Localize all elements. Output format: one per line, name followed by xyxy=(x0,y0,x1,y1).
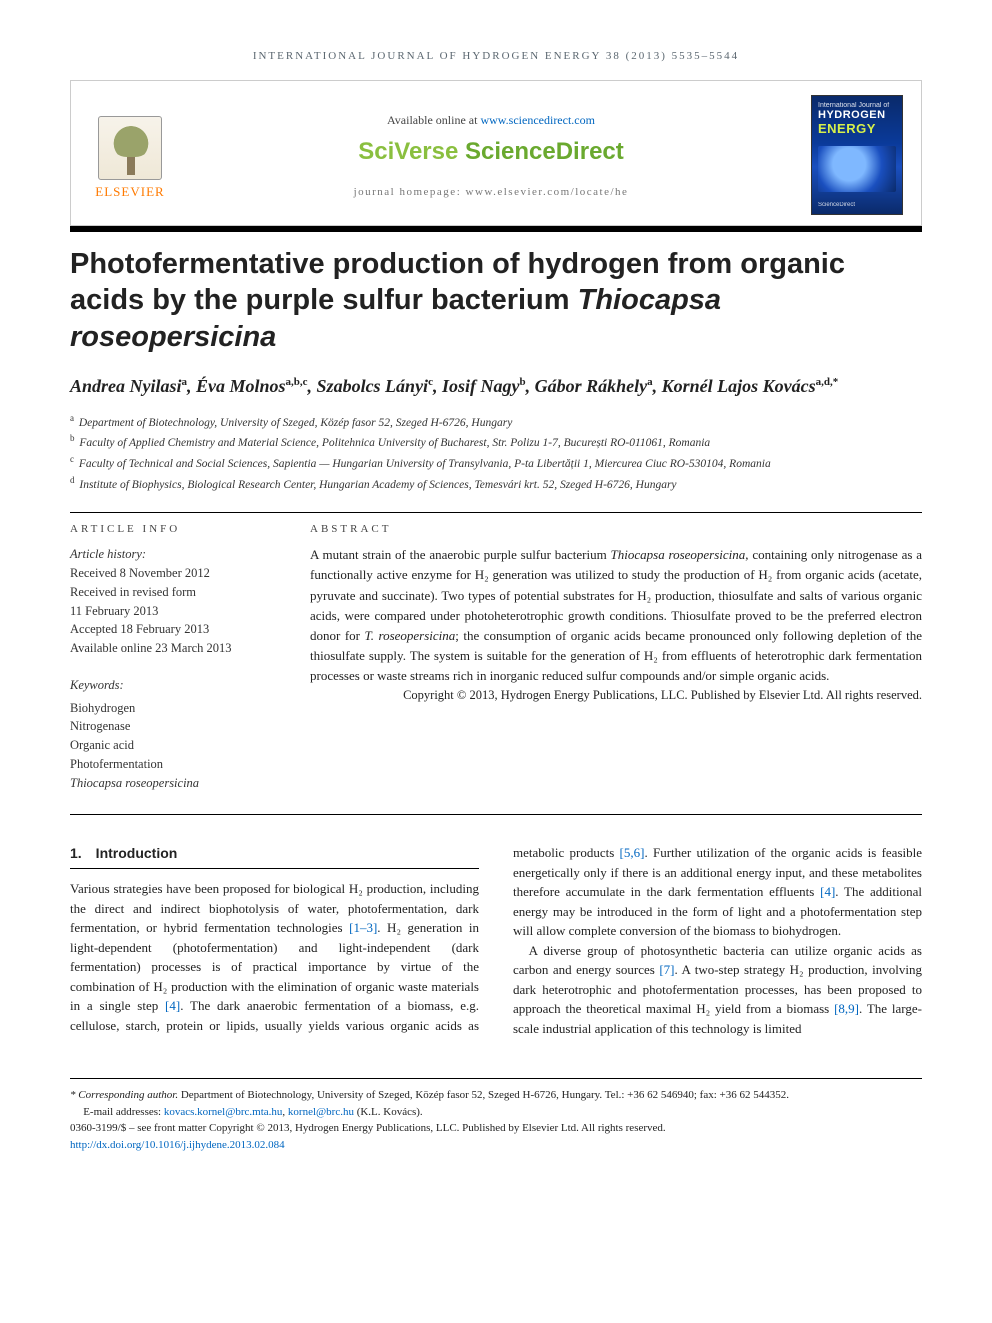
journal-cover-thumbnail: International Journal of HYDROGEN ENERGY… xyxy=(811,95,903,215)
affiliations: a Department of Biotechnology, Universit… xyxy=(70,412,922,495)
email-link-2[interactable]: kornel@brc.hu xyxy=(288,1106,354,1118)
email-line: E-mail addresses: kovacs.kornel@brc.mta.… xyxy=(70,1104,922,1121)
sciverse-word: SciVerse xyxy=(358,138,465,165)
homepage-label: journal homepage: xyxy=(354,186,466,198)
abs-species1: Thiocapsa roseopersicina xyxy=(611,547,746,562)
author-list: Andrea Nyilasia, Éva Molnosa,b,c, Szabol… xyxy=(70,373,922,400)
abstract-text: A mutant strain of the anaerobic purple … xyxy=(310,545,922,686)
cover-title-line1: HYDROGEN xyxy=(818,109,896,121)
abstract-copyright: Copyright © 2013, Hydrogen Energy Public… xyxy=(310,688,922,703)
article-info-head: ARTICLE INFO xyxy=(70,523,276,535)
corr-text: Department of Biotechnology, University … xyxy=(178,1089,789,1101)
meta-rule-bottom xyxy=(70,814,922,815)
ref-link[interactable]: [8,9] xyxy=(834,1001,859,1016)
corresponding-author-note: * Corresponding author. Department of Bi… xyxy=(70,1087,922,1104)
keyword: Organic acid xyxy=(70,736,276,755)
ref-link[interactable]: [7] xyxy=(659,962,674,977)
history-line: Available online 23 March 2013 xyxy=(70,639,276,658)
meta-row: ARTICLE INFO Article history: Received 8… xyxy=(70,523,922,792)
journal-header: ELSEVIER Available online at www.science… xyxy=(70,80,922,226)
abs-species2: T. roseopersicina xyxy=(364,628,455,643)
homepage-url: www.elsevier.com/locate/he xyxy=(466,186,629,198)
abs-p1a: A mutant strain of the anaerobic purple … xyxy=(310,547,611,562)
keywords-block: Keywords: BiohydrogenNitrogenaseOrganic … xyxy=(70,676,276,793)
ref-link[interactable]: [5,6] xyxy=(620,845,645,860)
keyword: Photofermentation xyxy=(70,755,276,774)
keyword-species: Thiocapsa roseopersicina xyxy=(70,774,276,793)
cover-title-line2: ENERGY xyxy=(818,121,896,136)
ref-link[interactable]: [4] xyxy=(165,998,180,1013)
history-line: 11 February 2013 xyxy=(70,602,276,621)
ref-link[interactable]: [4] xyxy=(820,884,835,899)
running-head: INTERNATIONAL JOURNAL OF HYDROGEN ENERGY… xyxy=(70,50,922,62)
title-text: Photofermentative production of hydrogen… xyxy=(70,248,845,316)
cover-supertitle: International Journal of xyxy=(818,102,896,109)
footnotes: * Corresponding author. Department of Bi… xyxy=(70,1078,922,1153)
title-rule xyxy=(70,226,922,232)
body-two-column: 1. Introduction Various strategies have … xyxy=(70,843,922,1038)
sciencedirect-link[interactable]: www.sciencedirect.com xyxy=(480,113,595,127)
elsevier-tree-icon xyxy=(98,116,162,180)
abstract-column: ABSTRACT A mutant strain of the anaerobi… xyxy=(310,523,922,792)
affiliation-line: c Faculty of Technical and Social Scienc… xyxy=(70,453,922,474)
journal-homepage-line: journal homepage: www.elsevier.com/locat… xyxy=(189,186,793,198)
section-heading-intro: 1. Introduction xyxy=(70,843,479,869)
intro-para-2: A diverse group of photosynthetic bacter… xyxy=(513,941,922,1039)
elsevier-logo: ELSEVIER xyxy=(89,110,171,200)
doi-link[interactable]: http://dx.doi.org/10.1016/j.ijhydene.201… xyxy=(70,1139,285,1151)
corr-label: * Corresponding author. xyxy=(70,1089,178,1101)
history-line: Received in revised form xyxy=(70,583,276,602)
available-prefix: Available online at xyxy=(387,113,480,127)
history-label: Article history: xyxy=(70,545,276,564)
article-info-column: ARTICLE INFO Article history: Received 8… xyxy=(70,523,276,792)
email-tail: (K.L. Kovács). xyxy=(354,1106,423,1118)
cover-artwork xyxy=(818,146,896,192)
cover-footer: ScienceDirect xyxy=(818,202,896,208)
keywords-label: Keywords: xyxy=(70,676,276,695)
sciencedirect-word: ScienceDirect xyxy=(465,138,624,165)
email-link-1[interactable]: kovacs.kornel@brc.mta.hu xyxy=(164,1106,283,1118)
available-online-line: Available online at www.sciencedirect.co… xyxy=(189,113,793,128)
copyright-line: 0360-3199/$ – see front matter Copyright… xyxy=(70,1120,922,1137)
article-history-block: Article history: Received 8 November 201… xyxy=(70,545,276,658)
affiliation-line: b Faculty of Applied Chemistry and Mater… xyxy=(70,432,922,453)
history-line: Accepted 18 February 2013 xyxy=(70,620,276,639)
affiliation-line: a Department of Biotechnology, Universit… xyxy=(70,412,922,433)
meta-rule-top xyxy=(70,512,922,513)
header-center: Available online at www.sciencedirect.co… xyxy=(189,113,793,198)
keyword: Nitrogenase xyxy=(70,717,276,736)
elsevier-wordmark: ELSEVIER xyxy=(95,184,164,200)
article-title: Photofermentative production of hydrogen… xyxy=(70,246,922,355)
sciencedirect-logo: SciVerse ScienceDirect xyxy=(189,138,793,166)
history-line: Received 8 November 2012 xyxy=(70,564,276,583)
abstract-head: ABSTRACT xyxy=(310,523,922,535)
keyword: Biohydrogen xyxy=(70,699,276,718)
affiliation-line: d Institute of Biophysics, Biological Re… xyxy=(70,474,922,495)
email-label: E-mail addresses: xyxy=(83,1106,164,1118)
ref-link[interactable]: [1–3] xyxy=(349,920,377,935)
